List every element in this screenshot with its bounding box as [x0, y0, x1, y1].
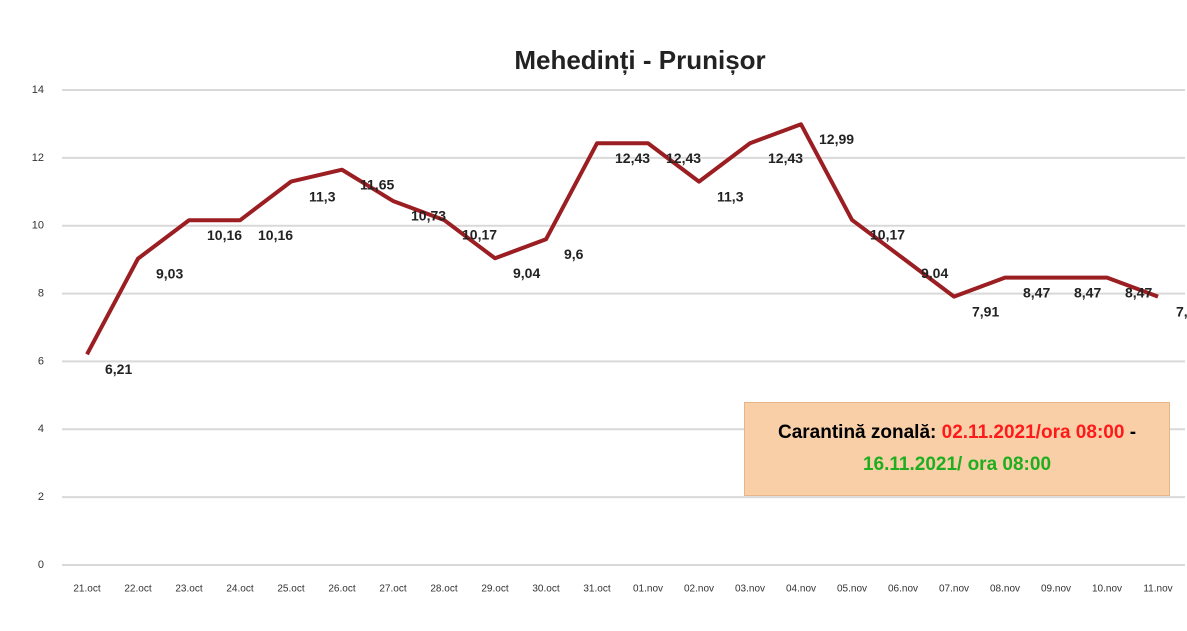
y-tick-label: 0 — [38, 559, 44, 571]
data-label: 8,47 — [1125, 284, 1152, 300]
x-tick-label: 21.oct — [73, 584, 100, 595]
data-label: 8,47 — [1074, 284, 1101, 300]
x-tick-label: 03.nov — [735, 584, 765, 595]
x-tick-label: 27.oct — [379, 584, 406, 595]
data-label: 7,91 — [972, 303, 999, 319]
y-tick-label: 2 — [38, 491, 44, 503]
annotation-part: 02.11.2021/ora 08:00 — [941, 422, 1125, 443]
data-label: 12,43 — [666, 150, 701, 166]
x-tick-label: 01.nov — [633, 584, 663, 595]
data-label: 12,99 — [819, 131, 854, 147]
y-tick-label: 12 — [32, 152, 44, 164]
x-tick-label: 22.oct — [124, 584, 151, 595]
y-tick-label: 4 — [38, 423, 44, 435]
y-tick-label: 10 — [32, 220, 44, 232]
annotation: Carantină zonală: 02.11.2021/ora 08:00 -… — [744, 402, 1170, 496]
x-tick-label: 08.nov — [990, 584, 1020, 595]
x-tick-label: 09.nov — [1041, 584, 1071, 595]
annotation-part: 16.11.2021/ ora 08:00 — [862, 454, 1052, 475]
x-tick-label: 26.oct — [328, 584, 355, 595]
x-tick-label: 07.nov — [939, 584, 969, 595]
chart-title: Mehedinți - Prunișor — [514, 45, 765, 75]
data-label: 9,04 — [921, 265, 948, 281]
data-label: 12,43 — [768, 150, 803, 166]
data-label: 11,3 — [717, 188, 744, 204]
annotation-part: - — [1129, 422, 1137, 443]
data-label: 10,16 — [258, 227, 293, 243]
x-tick-label: 24.oct — [226, 584, 253, 595]
x-tick-label: 04.nov — [786, 584, 816, 595]
data-label: 6,21 — [105, 361, 132, 377]
x-tick-label: 05.nov — [837, 584, 867, 595]
x-tick-label: 28.oct — [430, 584, 457, 595]
x-tick-label: 29.oct — [481, 584, 508, 595]
data-label: 9,04 — [513, 265, 540, 281]
data-label: 10,16 — [207, 227, 242, 243]
annotation-text: Carantină zonală: 02.11.2021/ora 08:00 -… — [765, 417, 1149, 481]
data-label: 11,3 — [309, 188, 336, 204]
x-tick-label: 10.nov — [1092, 584, 1122, 595]
x-tick-label: 31.oct — [583, 584, 610, 595]
data-label: 10,17 — [462, 227, 497, 243]
data-label: 10,73 — [411, 208, 446, 224]
x-tick-label: 06.nov — [888, 584, 918, 595]
data-label: 10,17 — [870, 227, 905, 243]
data-label: 7,91 — [1176, 303, 1187, 319]
y-tick-label: 8 — [38, 287, 44, 299]
annotation-part: Carantină zonală: — [777, 422, 937, 443]
data-label: 8,47 — [1023, 284, 1050, 300]
line — [85, 122, 1159, 356]
data-label: 11,65 — [360, 176, 394, 192]
x-tick-label: 25.oct — [277, 584, 304, 595]
x-tick-label: 23.oct — [175, 584, 202, 595]
data-label: 9,6 — [564, 246, 584, 262]
data-label: 12,43 — [615, 150, 650, 166]
data-label: 9,03 — [156, 265, 183, 281]
x-tick-label: 11.nov — [1143, 584, 1172, 595]
x-tick-label: 30.oct — [532, 584, 559, 595]
y-tick-label: 14 — [32, 84, 44, 96]
y-tick-label: 6 — [38, 355, 44, 367]
x-tick-label: 02.nov — [684, 584, 714, 595]
